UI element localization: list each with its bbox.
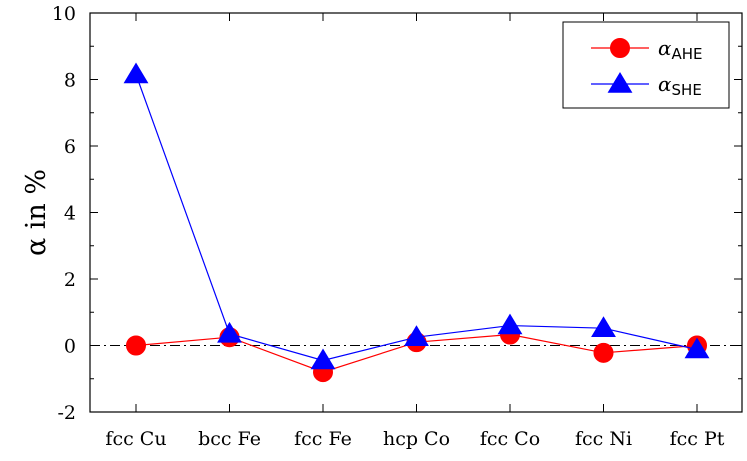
y-axis-label: α in % [21,169,52,256]
x-axis-ticks: fcc Cu bcc Fe fcc Fe hcp Co fcc Co fcc Ni fcc … [105,13,725,450]
data-point-she [123,62,149,84]
legend-marker [607,72,633,93]
data-point-she [310,348,336,370]
data-point-she [217,321,242,343]
legend-label-subscript: SHE [672,81,702,99]
y-axis-ticks: -2 0 2 4 6 8 10 [52,3,742,424]
data-point-she [497,313,523,335]
series-she [123,62,710,370]
data-point-she [404,325,429,346]
y-tick-label: 10 [52,3,76,25]
y-tick-label: 4 [64,203,76,225]
x-tick-label: fcc Co [480,428,540,450]
legend-marker [610,38,630,58]
series-line-she [135,74,698,362]
data-point-she [591,316,616,337]
series-group [123,62,710,383]
legend-label-subscript: AHE [672,45,703,63]
legend-label: αAHE [658,36,703,63]
y-tick-label: 0 [64,336,76,358]
x-tick-label: bcc Fe [198,428,261,450]
data-point-ahe [126,335,146,356]
data-point-ahe [593,342,614,363]
legend-entry-ahe: αAHE [591,36,703,63]
x-tick-label: fcc Cu [105,428,166,450]
x-tick-label: fcc Ni [575,428,632,450]
y-tick-label: 2 [64,269,76,291]
x-tick-label: fcc Pt [670,428,725,450]
y-tick-label: 6 [64,136,76,158]
x-tick-label: fcc Fe [294,428,352,450]
x-tick-label: hcp Co [383,428,450,450]
legend-box [562,21,730,109]
y-tick-label: -2 [57,402,76,424]
y-tick-label: 8 [64,70,76,92]
data-point-she [684,337,710,359]
